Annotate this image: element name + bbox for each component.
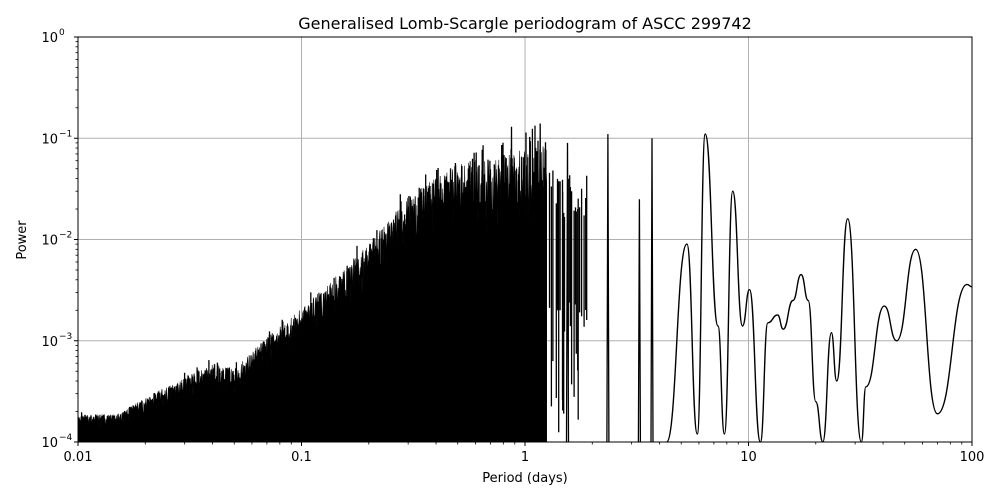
axis-ticks	[74, 36, 973, 446]
plot-area	[78, 123, 972, 442]
y-tick-label: 10	[41, 234, 58, 249]
y-axis-label: Power	[15, 220, 30, 260]
x-axis-label: Period (days)	[482, 471, 568, 486]
y-tick-exponent: −2	[59, 231, 72, 241]
x-tick-label: 100	[960, 450, 985, 465]
y-tick-exponent: −1	[59, 129, 72, 139]
y-tick-exponent: −3	[59, 332, 72, 342]
x-tick-label: 10	[740, 450, 757, 465]
x-tick-label: 0.01	[64, 450, 93, 465]
chart-title: Generalised Lomb-Scargle periodogram of …	[298, 14, 752, 33]
x-tick-label: 1	[521, 450, 529, 465]
y-tick-label: 10	[41, 436, 58, 451]
power-line	[665, 133, 972, 442]
y-tick-label: 10	[41, 31, 58, 46]
y-tick-label: 10	[41, 335, 58, 350]
y-tick-label: 10	[41, 132, 58, 147]
aliased-spikes	[79, 123, 654, 442]
y-tick-exponent: −4	[59, 433, 73, 443]
x-tick-labels: 0.01 0.1 1 10 100	[64, 450, 985, 465]
x-tick-label: 0.1	[291, 450, 312, 465]
y-tick-exponent: 0	[59, 28, 65, 38]
